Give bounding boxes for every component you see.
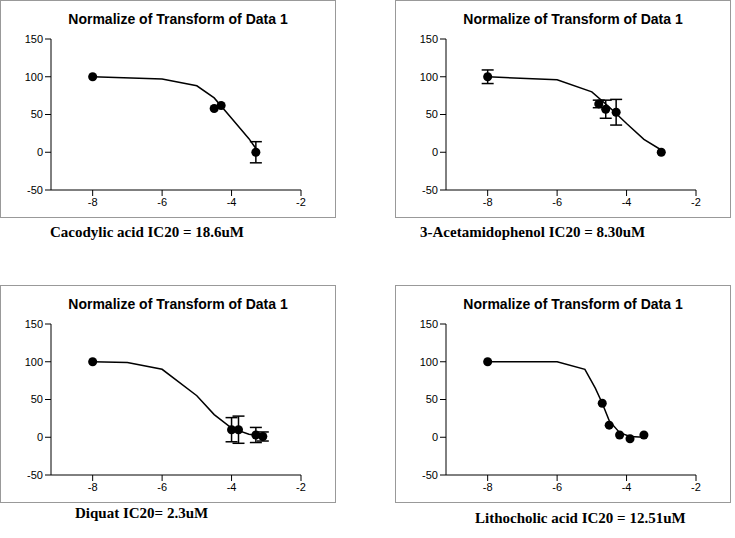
svg-text:150: 150 bbox=[25, 318, 43, 330]
html-text:Cacodylic acid IC20 = 18.6uM: Cacodylic acid IC20 = 18.6uM bbox=[50, 224, 244, 240]
svg-text:150: 150 bbox=[420, 318, 438, 330]
html-text:Normalize of Transform of Data: Normalize of Transform of Data 1 bbox=[68, 11, 288, 27]
svg-text:-6: -6 bbox=[552, 481, 562, 493]
svg-text:100: 100 bbox=[420, 71, 438, 83]
svg-text:-2: -2 bbox=[691, 196, 701, 208]
svg-text:100: 100 bbox=[25, 71, 43, 83]
html-text:Normalize of Transform of Data: Normalize of Transform of Data 1 bbox=[463, 11, 683, 27]
svg-text:0: 0 bbox=[37, 431, 43, 443]
svg-text:-6: -6 bbox=[157, 196, 167, 208]
svg-text:150: 150 bbox=[420, 33, 438, 45]
html-text:Normalize of Transform of Data: Normalize of Transform of Data 1 bbox=[463, 296, 683, 312]
svg-text:-6: -6 bbox=[157, 481, 167, 493]
svg-text:-8: -8 bbox=[88, 481, 98, 493]
svg-text:0: 0 bbox=[432, 431, 438, 443]
svg-text:50: 50 bbox=[426, 393, 438, 405]
svg-text:100: 100 bbox=[420, 356, 438, 368]
svg-text:150: 150 bbox=[25, 33, 43, 45]
svg-text:-8: -8 bbox=[483, 196, 493, 208]
svg-text:-4: -4 bbox=[227, 481, 237, 493]
svg-text:0: 0 bbox=[37, 146, 43, 158]
svg-text:-8: -8 bbox=[483, 481, 493, 493]
svg-text:-4: -4 bbox=[227, 196, 237, 208]
svg-text:-4: -4 bbox=[622, 196, 632, 208]
svg-text:-2: -2 bbox=[691, 481, 701, 493]
svg-text:50: 50 bbox=[31, 393, 43, 405]
svg-text:-8: -8 bbox=[88, 196, 98, 208]
svg-text:-6: -6 bbox=[552, 196, 562, 208]
svg-text:-50: -50 bbox=[27, 469, 43, 481]
svg-text:-50: -50 bbox=[422, 184, 438, 196]
html-text:Diquat IC20= 2.3uM: Diquat IC20= 2.3uM bbox=[75, 505, 209, 521]
svg-text:-2: -2 bbox=[296, 196, 306, 208]
svg-text:-50: -50 bbox=[27, 184, 43, 196]
svg-text:50: 50 bbox=[426, 108, 438, 120]
svg-text:50: 50 bbox=[31, 108, 43, 120]
svg-text:-2: -2 bbox=[296, 481, 306, 493]
svg-text:-50: -50 bbox=[422, 469, 438, 481]
svg-text:0: 0 bbox=[432, 146, 438, 158]
svg-text:-4: -4 bbox=[622, 481, 632, 493]
svg-text:100: 100 bbox=[25, 356, 43, 368]
html-text:Normalize of Transform of Data: Normalize of Transform of Data 1 bbox=[68, 296, 288, 312]
html-text:Lithocholic acid IC20 = 12.51u: Lithocholic acid IC20 = 12.51uM bbox=[475, 510, 686, 526]
html-text:3-Acetamidophenol IC20 = 8.30u: 3-Acetamidophenol IC20 = 8.30uM bbox=[420, 224, 646, 240]
